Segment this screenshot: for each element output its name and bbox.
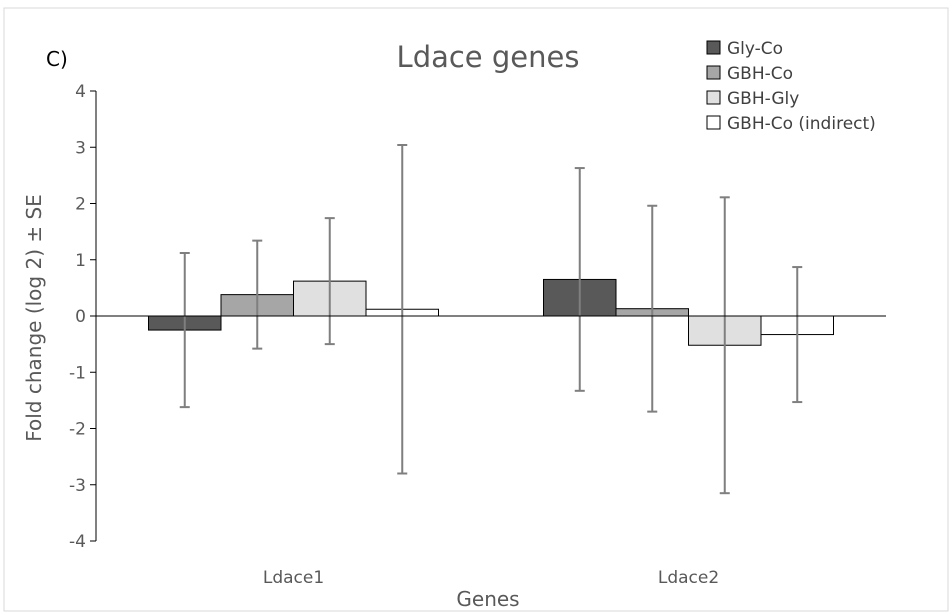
legend: Gly-Co GBH-Co GBH-Gly GBH-Co (indirect) — [706, 39, 876, 134]
legend-swatch — [706, 115, 721, 130]
legend-swatch — [706, 65, 721, 80]
legend-label: GBH-Gly — [727, 89, 799, 109]
y-tick-label: 1 — [75, 251, 86, 271]
y-axis-ticks: 4 3 2 1 0 -1 -2 -3 -4 — [69, 82, 96, 552]
legend-label: Gly-Co — [727, 39, 783, 59]
legend-label: GBH-Co (indirect) — [727, 114, 876, 134]
y-tick-label: 4 — [75, 82, 86, 102]
y-tick-label: -4 — [69, 532, 86, 552]
y-tick-label: 3 — [75, 138, 86, 158]
chart-border — [3, 7, 949, 612]
category-label: Ldace2 — [658, 568, 719, 588]
y-axis-title: Fold change (log 2) ± SE — [22, 194, 46, 442]
y-tick-label: -1 — [69, 363, 86, 383]
legend-label: GBH-Co — [727, 64, 793, 84]
category-label: Ldace1 — [263, 568, 324, 588]
y-tick-label: -3 — [69, 476, 86, 496]
error-bars-group — [179, 144, 803, 495]
y-tick-label: 2 — [75, 195, 86, 215]
y-tick-label: 0 — [75, 307, 86, 327]
legend-swatch — [706, 90, 721, 105]
category-labels: Ldace1 Ldace2 — [263, 568, 719, 588]
chart-title: Ldace genes — [397, 40, 580, 74]
y-tick-label: -2 — [69, 420, 86, 440]
legend-swatch — [706, 40, 721, 55]
panel-label: C) — [46, 47, 68, 71]
x-axis-title: Genes — [456, 587, 519, 611]
